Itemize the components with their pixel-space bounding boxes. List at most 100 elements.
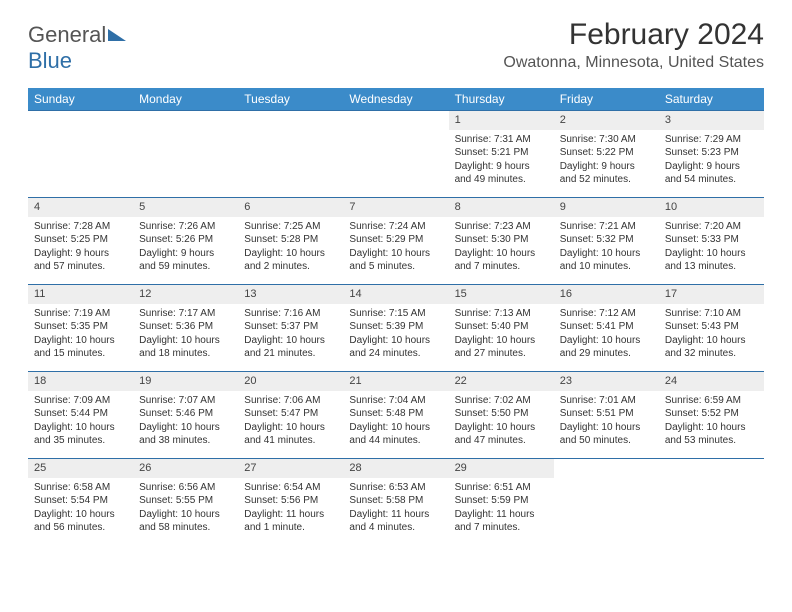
day-number: 22 — [449, 372, 554, 391]
daylight-text: Daylight: 9 hours and 52 minutes. — [560, 160, 653, 187]
title-block: February 2024 Owatonna, Minnesota, Unite… — [503, 18, 764, 72]
page-title: February 2024 — [503, 18, 764, 52]
day-cell — [343, 111, 448, 197]
day-number: 24 — [659, 372, 764, 391]
logo-mark-icon — [108, 29, 126, 41]
day-cell: 10Sunrise: 7:20 AMSunset: 5:33 PMDayligh… — [659, 198, 764, 284]
day-cell: 14 Sunrise: 7:15 AMSunset: 5:39 PMDayligh… — [343, 285, 448, 371]
day-number: 21 — [343, 372, 448, 391]
day-cell: 23Sunrise: 7:01 AMSunset: 5:51 PMDayligh… — [554, 372, 659, 458]
day-cell: 21Sunrise: 7:04 AMSunset: 5:48 PMDayligh… — [343, 372, 448, 458]
sunrise-text: Sunrise: 7:15 AM — [349, 307, 442, 321]
sunrise-text: Sunrise: 7:29 AM — [665, 133, 758, 147]
daylight-text: Daylight: 10 hours and 18 minutes. — [139, 334, 232, 361]
sunrise-text: Sunrise: 7:13 AM — [455, 307, 548, 321]
day-number: 1 — [449, 111, 554, 130]
daylight-text: Daylight: 10 hours and 27 minutes. — [455, 334, 548, 361]
sunrise-text: Sunrise: 7:25 AM — [244, 220, 337, 234]
sunset-text: Sunset: 5:36 PM — [139, 320, 232, 334]
daylight-text: Daylight: 10 hours and 7 minutes. — [455, 247, 548, 274]
sunrise-text: Sunrise: 6:54 AM — [244, 481, 337, 495]
daylight-text: Daylight: 10 hours and 10 minutes. — [560, 247, 653, 274]
day-number: 25 — [28, 459, 133, 478]
sunset-text: Sunset: 5:52 PM — [665, 407, 758, 421]
day-number: 16 — [554, 285, 659, 304]
day-cell: 24Sunrise: 6:59 AMSunset: 5:52 PMDayligh… — [659, 372, 764, 458]
day-cell — [554, 459, 659, 545]
day-number: 27 — [238, 459, 343, 478]
sunrise-text: Sunrise: 7:24 AM — [349, 220, 442, 234]
day-cell: 1Sunrise: 7:31 AMSunset: 5:21 PMDaylight… — [449, 111, 554, 197]
sunset-text: Sunset: 5:25 PM — [34, 233, 127, 247]
day-body: Sunrise: 7:26 AMSunset: 5:26 PMDaylight:… — [133, 217, 238, 280]
day-body: Sunrise: 7:01 AMSunset: 5:51 PMDaylight:… — [554, 391, 659, 454]
day-number: 8 — [449, 198, 554, 217]
day-number: 10 — [659, 198, 764, 217]
day-cell: 7Sunrise: 7:24 AMSunset: 5:29 PMDaylight… — [343, 198, 448, 284]
sunrise-text: Sunrise: 7:10 AM — [665, 307, 758, 321]
day-number: 17 — [659, 285, 764, 304]
daylight-text: Daylight: 10 hours and 41 minutes. — [244, 421, 337, 448]
day-number: 13 — [238, 285, 343, 304]
day-number: 12 — [133, 285, 238, 304]
daylight-text: Daylight: 11 hours and 1 minute. — [244, 508, 337, 535]
sunrise-text: Sunrise: 7:01 AM — [560, 394, 653, 408]
sunrise-text: Sunrise: 6:53 AM — [349, 481, 442, 495]
sunrise-text: Sunrise: 6:58 AM — [34, 481, 127, 495]
day-number: 5 — [133, 198, 238, 217]
daylight-text: Daylight: 10 hours and 53 minutes. — [665, 421, 758, 448]
day-cell — [28, 111, 133, 197]
sunset-text: Sunset: 5:23 PM — [665, 146, 758, 160]
day-cell: 6Sunrise: 7:25 AMSunset: 5:28 PMDaylight… — [238, 198, 343, 284]
day-cell: 29Sunrise: 6:51 AMSunset: 5:59 PMDayligh… — [449, 459, 554, 545]
day-number: 23 — [554, 372, 659, 391]
daylight-text: Daylight: 10 hours and 50 minutes. — [560, 421, 653, 448]
dow-fri: Friday — [554, 88, 659, 110]
daylight-text: Daylight: 10 hours and 32 minutes. — [665, 334, 758, 361]
day-number: 19 — [133, 372, 238, 391]
day-number: 18 — [28, 372, 133, 391]
day-of-week-header: Sunday Monday Tuesday Wednesday Thursday… — [28, 88, 764, 110]
day-cell: 2Sunrise: 7:30 AMSunset: 5:22 PMDaylight… — [554, 111, 659, 197]
weeks-container: 1Sunrise: 7:31 AMSunset: 5:21 PMDaylight… — [28, 110, 764, 545]
daylight-text: Daylight: 10 hours and 2 minutes. — [244, 247, 337, 274]
daylight-text: Daylight: 10 hours and 24 minutes. — [349, 334, 442, 361]
sunset-text: Sunset: 5:48 PM — [349, 407, 442, 421]
day-body: Sunrise: 7:30 AMSunset: 5:22 PMDaylight:… — [554, 130, 659, 193]
day-cell: 17Sunrise: 7:10 AMSunset: 5:43 PMDayligh… — [659, 285, 764, 371]
location-subtitle: Owatonna, Minnesota, United States — [503, 54, 764, 72]
day-cell — [133, 111, 238, 197]
day-cell: 20Sunrise: 7:06 AMSunset: 5:47 PMDayligh… — [238, 372, 343, 458]
day-cell: 19Sunrise: 7:07 AMSunset: 5:46 PMDayligh… — [133, 372, 238, 458]
daylight-text: Daylight: 10 hours and 29 minutes. — [560, 334, 653, 361]
daylight-text: Daylight: 9 hours and 57 minutes. — [34, 247, 127, 274]
day-body: Sunrise: 7:23 AMSunset: 5:30 PMDaylight:… — [449, 217, 554, 280]
daylight-text: Daylight: 11 hours and 7 minutes. — [455, 508, 548, 535]
day-body: Sunrise: 7:19 AMSunset: 5:35 PMDaylight:… — [28, 304, 133, 367]
logo-text-2: Blue — [28, 48, 72, 74]
day-cell: 22Sunrise: 7:02 AMSunset: 5:50 PMDayligh… — [449, 372, 554, 458]
day-number: 3 — [659, 111, 764, 130]
day-body: Sunrise: 7:28 AMSunset: 5:25 PMDaylight:… — [28, 217, 133, 280]
day-number: 26 — [133, 459, 238, 478]
day-body: Sunrise: 7:07 AMSunset: 5:46 PMDaylight:… — [133, 391, 238, 454]
day-body: Sunrise: 6:59 AMSunset: 5:52 PMDaylight:… — [659, 391, 764, 454]
sunrise-text: Sunrise: 6:51 AM — [455, 481, 548, 495]
day-body: Sunrise: 6:54 AMSunset: 5:56 PMDaylight:… — [238, 478, 343, 541]
day-cell — [659, 459, 764, 545]
sunset-text: Sunset: 5:29 PM — [349, 233, 442, 247]
logo: General — [28, 22, 126, 48]
day-number: 14 — [343, 285, 448, 304]
sunset-text: Sunset: 5:32 PM — [560, 233, 653, 247]
day-cell: 28Sunrise: 6:53 AMSunset: 5:58 PMDayligh… — [343, 459, 448, 545]
sunset-text: Sunset: 5:39 PM — [349, 320, 442, 334]
daylight-text: Daylight: 10 hours and 44 minutes. — [349, 421, 442, 448]
day-number: 6 — [238, 198, 343, 217]
day-cell: 11Sunrise: 7:19 AMSunset: 5:35 PMDayligh… — [28, 285, 133, 371]
day-number: 9 — [554, 198, 659, 217]
day-body: Sunrise: 7:21 AMSunset: 5:32 PMDaylight:… — [554, 217, 659, 280]
dow-mon: Monday — [133, 88, 238, 110]
day-number: 2 — [554, 111, 659, 130]
day-body: Sunrise: 7:02 AMSunset: 5:50 PMDaylight:… — [449, 391, 554, 454]
daylight-text: Daylight: 10 hours and 35 minutes. — [34, 421, 127, 448]
